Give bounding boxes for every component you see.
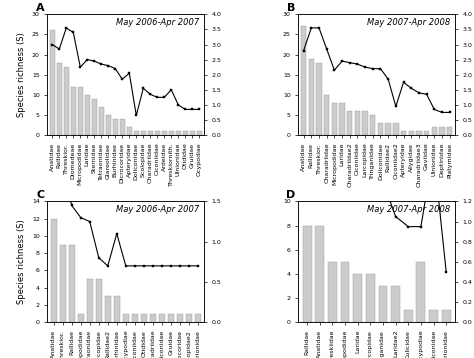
Bar <box>127 127 132 135</box>
Bar <box>429 310 438 322</box>
Bar <box>339 103 345 135</box>
Bar <box>96 279 102 322</box>
Bar <box>155 131 160 135</box>
Bar <box>92 99 97 135</box>
Bar <box>87 279 93 322</box>
Bar <box>385 123 391 135</box>
Bar <box>120 119 125 135</box>
Bar <box>51 219 57 322</box>
Bar <box>195 314 201 322</box>
Text: May 2006-Apr 2007: May 2006-Apr 2007 <box>116 205 200 214</box>
Bar <box>391 286 400 322</box>
Text: A: A <box>36 3 44 13</box>
Bar <box>85 95 90 135</box>
Bar <box>378 123 383 135</box>
Bar <box>363 111 368 135</box>
Bar <box>303 226 311 322</box>
Bar <box>186 314 192 322</box>
Bar <box>64 67 69 135</box>
Bar <box>328 262 337 322</box>
Text: B: B <box>287 3 295 13</box>
Bar <box>141 314 147 322</box>
Bar <box>150 314 156 322</box>
Bar <box>353 274 362 322</box>
Bar <box>341 262 349 322</box>
Bar <box>99 107 104 135</box>
Text: May 2007-Apr 2008: May 2007-Apr 2008 <box>367 18 450 27</box>
Bar <box>439 127 445 135</box>
Bar <box>162 131 167 135</box>
Bar <box>442 310 451 322</box>
Bar <box>69 245 75 322</box>
Bar <box>148 131 153 135</box>
Text: May 2007-Apr 2008: May 2007-Apr 2008 <box>367 205 450 214</box>
Bar <box>50 30 55 135</box>
Bar <box>409 131 414 135</box>
Text: D: D <box>286 190 295 200</box>
Bar <box>169 131 174 135</box>
Bar <box>78 87 83 135</box>
Bar <box>447 127 452 135</box>
Bar <box>159 314 165 322</box>
Bar <box>176 131 181 135</box>
Text: C: C <box>36 190 44 200</box>
Bar <box>132 314 138 322</box>
Bar <box>141 131 146 135</box>
Bar <box>134 131 139 135</box>
Bar <box>123 314 129 322</box>
Bar <box>190 131 195 135</box>
Bar <box>401 131 406 135</box>
Bar <box>324 95 329 135</box>
Bar <box>404 310 413 322</box>
Bar <box>309 59 314 135</box>
Bar <box>379 286 387 322</box>
Bar <box>301 26 306 135</box>
Bar <box>370 115 375 135</box>
Bar <box>424 131 429 135</box>
Bar <box>197 131 202 135</box>
Y-axis label: Species richness (S): Species richness (S) <box>18 32 27 117</box>
Bar <box>417 262 425 322</box>
Bar <box>71 87 76 135</box>
Bar <box>105 296 111 322</box>
Bar <box>177 314 183 322</box>
Bar <box>106 115 111 135</box>
Bar <box>114 296 120 322</box>
Bar <box>393 123 399 135</box>
Bar <box>316 63 322 135</box>
Bar <box>168 314 174 322</box>
Bar <box>366 274 375 322</box>
Bar <box>78 314 84 322</box>
Bar <box>332 103 337 135</box>
Bar <box>57 63 62 135</box>
Bar <box>432 127 437 135</box>
Y-axis label: Species richness (S): Species richness (S) <box>18 219 27 304</box>
Bar <box>355 111 360 135</box>
Bar <box>416 131 421 135</box>
Bar <box>315 226 324 322</box>
Text: May 2006-Apr 2007: May 2006-Apr 2007 <box>116 18 200 27</box>
Bar <box>60 245 66 322</box>
Bar <box>347 111 353 135</box>
Bar <box>113 119 118 135</box>
Bar <box>183 131 188 135</box>
